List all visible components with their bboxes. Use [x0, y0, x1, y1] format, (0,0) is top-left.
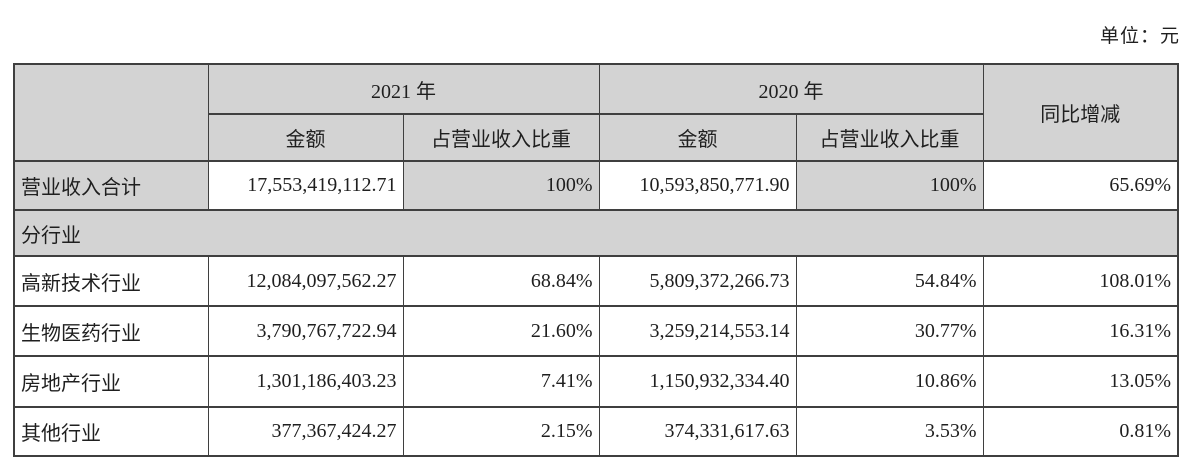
row-label: 生物医药行业: [13, 305, 209, 357]
corner-cell: [13, 63, 209, 162]
row-label: 营业收入合计: [13, 160, 209, 211]
cell-ratio-2020: 30.77%: [795, 305, 984, 357]
cell-yoy: 16.31%: [982, 305, 1179, 357]
cell-ratio-2021: 2.15%: [402, 406, 600, 457]
cell-ratio-2021: 68.84%: [402, 255, 600, 307]
cell-yoy: 65.69%: [982, 160, 1179, 211]
header-year-2020: 2020 年: [598, 63, 984, 115]
cell-yoy: 0.81%: [982, 406, 1179, 457]
table-row-hightech: 高新技术行业 12,084,097,562.27 68.84% 5,809,37…: [13, 255, 1179, 307]
cell-ratio-2020: 54.84%: [795, 255, 984, 307]
cell-ratio-2021: 7.41%: [402, 355, 600, 408]
table-row-realestate: 房地产行业 1,301,186,403.23 7.41% 1,150,932,3…: [13, 355, 1179, 408]
table-row-other: 其他行业 377,367,424.27 2.15% 374,331,617.63…: [13, 406, 1179, 457]
header-row-years: 2021 年 2020 年 同比增减: [13, 63, 1179, 162]
revenue-by-industry-table: 2021 年 2020 年 同比增减 金额 占营业收入比重 金额 占营业收入比重…: [13, 63, 1179, 457]
cell-amount-2020: 374,331,617.63: [598, 406, 797, 457]
cell-amount-2021: 3,790,767,722.94: [207, 305, 404, 357]
header-row-measures: 金额 占营业收入比重 金额 占营业收入比重: [14, 113, 1178, 162]
cell-ratio-2020: 10.86%: [795, 355, 984, 408]
table-row-biomedicine: 生物医药行业 3,790,767,722.94 21.60% 3,259,214…: [13, 305, 1179, 357]
header-year-2021: 2021 年: [207, 63, 600, 115]
section-label: 分行业: [13, 209, 1179, 257]
header-amount-2021: 金额: [207, 113, 404, 162]
header-amount-2020: 金额: [598, 113, 797, 162]
cell-ratio-2020: 100%: [795, 160, 984, 211]
cell-ratio-2021: 100%: [402, 160, 600, 211]
cell-amount-2021: 17,553,419,112.71: [207, 160, 404, 211]
cell-ratio-2020: 3.53%: [795, 406, 984, 457]
unit-label: 单位：元: [1099, 26, 1180, 47]
cell-amount-2021: 377,367,424.27: [207, 406, 404, 457]
row-label: 高新技术行业: [13, 255, 209, 307]
header-ratio-2020: 占营业收入比重: [795, 113, 984, 162]
header-ratio-2021: 占营业收入比重: [402, 113, 600, 162]
row-label: 房地产行业: [13, 355, 209, 408]
section-row-by-industry: 分行业: [13, 209, 1179, 257]
cell-amount-2020: 1,150,932,334.40: [598, 355, 797, 408]
cell-amount-2021: 12,084,097,562.27: [207, 255, 404, 307]
cell-amount-2021: 1,301,186,403.23: [207, 355, 404, 408]
cell-ratio-2021: 21.60%: [402, 305, 600, 357]
cell-amount-2020: 10,593,850,771.90: [598, 160, 797, 211]
table-row-total: 营业收入合计 17,553,419,112.71 100% 10,593,850…: [13, 160, 1179, 211]
header-yoy: 同比增减: [982, 63, 1179, 162]
cell-amount-2020: 5,809,372,266.73: [598, 255, 797, 307]
cell-amount-2020: 3,259,214,553.14: [598, 305, 797, 357]
cell-yoy: 13.05%: [982, 355, 1179, 408]
cell-yoy: 108.01%: [982, 255, 1179, 307]
row-label: 其他行业: [13, 406, 209, 457]
